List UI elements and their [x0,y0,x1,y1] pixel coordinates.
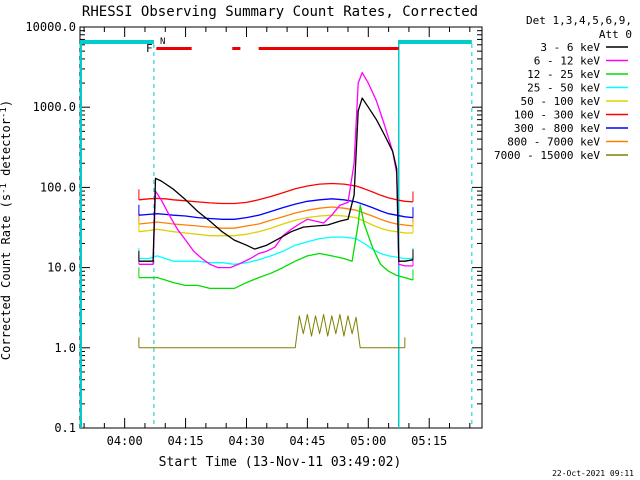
series-line-800-7000-keV [138,206,414,229]
series-line-7000-15000-keV [138,314,405,349]
legend-label: 300 - 800 keV [514,122,600,135]
legend-label: 3 - 6 keV [540,41,600,54]
plot-frame [79,26,483,429]
chart-title: RHESSI Observing Summary Count Rates, Co… [82,4,478,20]
axis-ticks: 0.1 1.0 10.0 100.0 1000.0 10000.0 04:00 04:15 04… [25,20,482,448]
flag-n-label: N [160,37,165,47]
y-tick-label: 1000.0 [33,100,76,114]
legend-label: 50 - 100 keV [521,95,601,108]
x-tick-label: 05:00 [350,434,386,448]
x-tick-label: 04:00 [107,434,143,448]
y-tick-label: 1.0 [54,341,76,355]
flare-flag-bar [156,47,192,50]
y-tick-label: 10000.0 [25,20,76,34]
y-axis-label: Corrected Count Rate (s-1 detector-1) [0,100,13,360]
footer-date: 22-Oct-2021 09:11 [552,469,634,478]
x-tick-label: 04:45 [289,434,325,448]
series-line-12-25-keV [138,204,414,290]
legend-label: 25 - 50 keV [527,82,600,95]
x-tick-label: 04:30 [228,434,264,448]
legend-label: 6 - 12 keV [534,55,601,68]
series-line-50-100-keV [138,214,413,237]
y-tick-label: 100.0 [40,180,76,194]
series-line-3-6-keV [138,97,414,262]
flare-flag-bar [258,47,399,50]
y-tick-label: 0.1 [54,421,76,435]
legend-label: 800 - 7000 keV [507,136,600,149]
series-line-300-800-keV [138,198,414,220]
series-layer [138,71,414,349]
x-tick-label: 04:15 [168,434,204,448]
series-line-6-12-keV [138,71,413,269]
night-band [398,40,472,44]
flag-f-label: F [146,42,153,55]
series-line-100-300-keV [138,182,414,205]
night-band [80,40,154,44]
x-tick-label: 05:15 [411,434,447,448]
x-axis-label: Start Time (13-Nov-11 03:49:02) [159,455,402,470]
flare-flag-bar [232,47,241,50]
series-line-25-50-keV [138,236,413,265]
legend-label: 7000 - 15000 keV [494,149,600,162]
legend-label: 100 - 300 keV [514,109,600,122]
legend-header-1: Det 1,3,4,5,6,9, [526,14,632,27]
y-tick-label: 10.0 [47,261,76,275]
legend-label: 12 - 25 keV [527,68,600,81]
legend-header-2: Att 0 [599,28,632,41]
night-flare-bands [79,40,473,428]
